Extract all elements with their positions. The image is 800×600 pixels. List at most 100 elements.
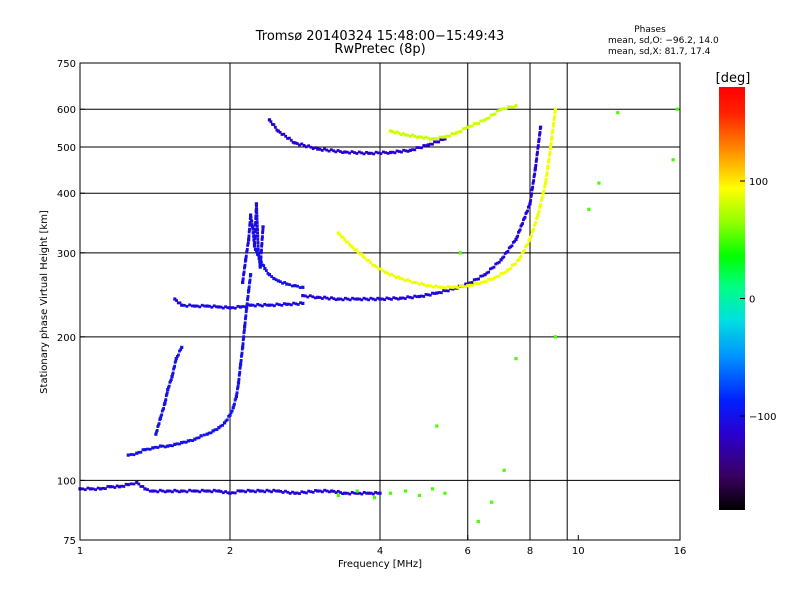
data-point <box>307 489 311 493</box>
data-point <box>151 489 155 493</box>
data-point <box>193 489 197 493</box>
data-point <box>221 423 225 427</box>
data-point <box>137 482 141 486</box>
data-point <box>246 290 250 294</box>
data-point <box>171 373 174 376</box>
data-point <box>182 489 186 493</box>
data-point <box>320 490 324 494</box>
data-point <box>236 489 240 493</box>
data-point <box>545 172 549 176</box>
data-point <box>415 135 419 139</box>
data-point <box>212 304 216 308</box>
data-point <box>246 296 250 300</box>
data-point <box>203 489 207 493</box>
data-point <box>434 284 438 288</box>
data-point <box>146 447 149 451</box>
data-point <box>394 276 398 279</box>
data-point <box>495 109 499 113</box>
data-point <box>363 256 367 260</box>
data-point <box>323 295 327 299</box>
data-point <box>284 489 287 493</box>
data-point <box>238 305 243 309</box>
data-point <box>549 143 553 147</box>
data-point <box>351 296 354 300</box>
data-point <box>249 303 253 307</box>
data-point <box>365 491 368 495</box>
data-point <box>244 490 247 494</box>
data-point <box>270 303 274 307</box>
data-point <box>531 229 535 232</box>
data-point <box>191 439 195 442</box>
data-point <box>358 297 361 301</box>
data-point <box>148 447 152 451</box>
data-point <box>472 122 476 126</box>
data-point <box>158 416 163 420</box>
data-point <box>283 281 287 284</box>
data-point <box>355 297 359 301</box>
data-point <box>276 279 280 283</box>
data-point <box>367 151 371 155</box>
data-point <box>408 134 412 138</box>
data-point <box>267 303 272 307</box>
data-point <box>289 138 293 142</box>
x-tick-label: 4 <box>377 546 383 557</box>
data-point <box>302 490 306 494</box>
data-point <box>163 445 167 449</box>
data-point <box>261 235 264 239</box>
data-point <box>236 304 240 308</box>
data-point <box>426 136 430 140</box>
data-point <box>126 482 130 487</box>
data-point <box>243 321 247 325</box>
data-point <box>426 143 430 147</box>
data-point <box>228 491 232 495</box>
data-point <box>466 282 470 286</box>
data-point <box>161 489 165 493</box>
data-point <box>253 237 257 240</box>
data-point <box>395 149 399 153</box>
data-point <box>392 296 396 300</box>
data-point <box>420 135 424 139</box>
data-point <box>113 486 117 489</box>
data-point <box>212 488 216 492</box>
data-point <box>334 150 338 154</box>
data-point <box>238 362 243 367</box>
data-point <box>256 244 260 248</box>
data-point <box>270 275 274 278</box>
colorbar-label: [deg] <box>716 71 751 86</box>
data-point <box>528 202 532 206</box>
data-point <box>537 211 540 215</box>
y-tick-label: 500 <box>57 143 76 154</box>
data-point <box>516 234 520 238</box>
data-point <box>246 241 250 244</box>
data-point <box>215 305 218 309</box>
data-point <box>391 130 395 134</box>
data-point <box>369 151 373 155</box>
data-point <box>234 394 238 399</box>
data-point <box>226 491 230 495</box>
data-point <box>468 283 472 287</box>
data-point <box>441 135 444 139</box>
data-point <box>260 248 263 252</box>
data-point <box>198 305 202 309</box>
data-point <box>178 442 181 446</box>
data-point <box>424 135 428 139</box>
data-point <box>293 491 297 495</box>
data-point <box>267 489 271 493</box>
data-point <box>205 432 209 436</box>
data-point <box>164 394 168 398</box>
data-point <box>94 488 97 492</box>
data-point <box>362 491 366 494</box>
data-point <box>496 261 499 265</box>
data-point <box>161 444 165 448</box>
data-point <box>175 442 179 446</box>
data-point <box>260 244 264 248</box>
data-point <box>438 135 442 139</box>
data-point <box>540 196 544 200</box>
data-point <box>237 379 241 383</box>
data-point <box>464 282 468 286</box>
data-point <box>158 488 162 492</box>
data-point <box>239 359 243 362</box>
data-point <box>330 296 333 300</box>
data-point <box>244 254 248 258</box>
data-point <box>544 181 548 185</box>
